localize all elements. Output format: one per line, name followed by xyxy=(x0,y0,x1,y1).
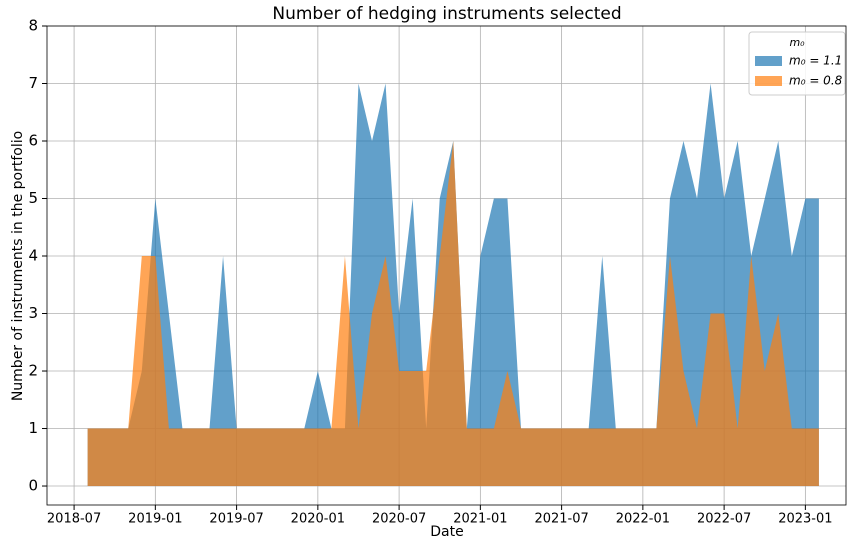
y-tick-label: 4 xyxy=(28,247,38,265)
y-tick-label: 0 xyxy=(28,477,38,495)
legend-label: m₀ = 1.1 xyxy=(789,54,842,68)
y-tick-label: 5 xyxy=(28,189,38,207)
x-tick-label: 2023-01 xyxy=(778,512,832,527)
x-tick-label: 2022-01 xyxy=(616,512,670,527)
y-tick-label: 2 xyxy=(28,362,38,380)
x-tick-label: 2019-07 xyxy=(209,512,263,527)
y-axis-label: Number of instruments in the portfolio xyxy=(10,131,26,401)
legend-title: m₀ xyxy=(789,36,805,49)
y-tick-label: 1 xyxy=(28,419,38,437)
y-tick-label: 7 xyxy=(28,74,38,92)
x-tick-label: 2021-07 xyxy=(534,512,588,527)
legend-swatch xyxy=(755,76,782,86)
x-tick-label: 2021-01 xyxy=(453,512,507,527)
x-tick-label: 2020-01 xyxy=(291,512,345,527)
legend-label: m₀ = 0.8 xyxy=(789,74,843,88)
area xyxy=(87,141,819,487)
y-tick-label: 6 xyxy=(28,132,38,150)
plot-frame xyxy=(46,25,847,506)
legend-swatch xyxy=(755,56,782,66)
x-tick-label: 2022-07 xyxy=(697,512,751,527)
x-axis-label: Date xyxy=(430,524,463,540)
y-tick-label: 3 xyxy=(28,304,38,322)
x-tick-label: 2018-07 xyxy=(47,512,101,527)
x-tick-label: 2020-07 xyxy=(372,512,426,527)
legend: m₀ m₀ = 1.1 m₀ = 0.8 xyxy=(748,31,846,96)
y-tick-label: 8 xyxy=(28,17,38,35)
chart-title: Number of hedging instruments selected xyxy=(272,4,621,24)
x-tick-label: 2019-01 xyxy=(128,512,182,527)
